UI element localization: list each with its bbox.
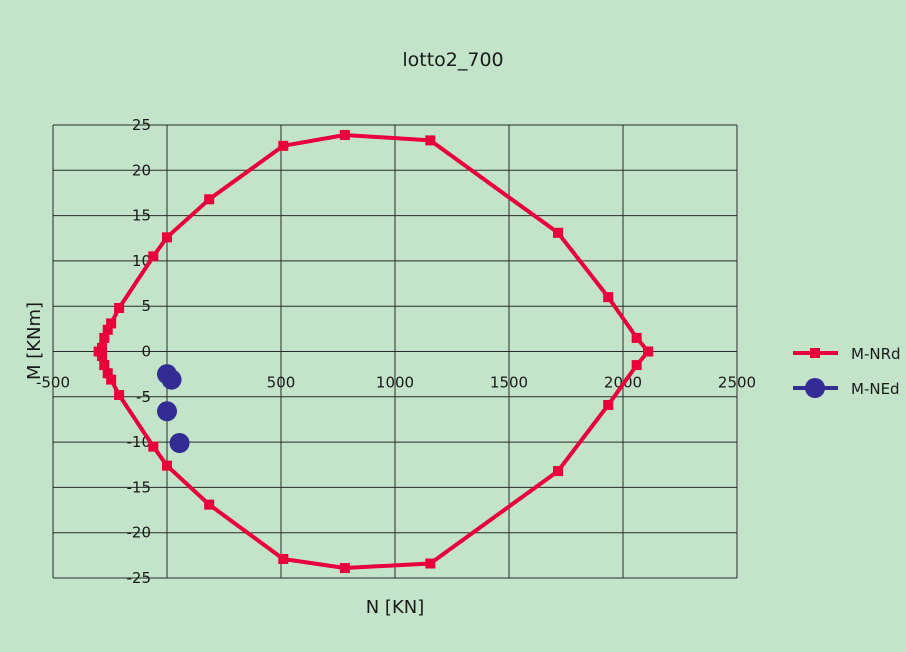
x-tick-label: -500 [36,374,70,392]
data-point-m-nrd [99,332,110,343]
legend-label-m-nrd: M-NRd [851,345,901,363]
data-point-m-nrd [148,441,159,452]
x-tick-labels: -50005001000150020002500 [36,374,756,392]
x-tick-label: 1000 [376,374,414,392]
x-axis-label: N [KN] [366,597,425,618]
y-tick-label: -20 [127,524,152,542]
data-point-m-nrd [97,351,108,362]
legend-label-m-ned: M-NEd [851,380,900,398]
data-point-m-nrd [162,460,172,471]
data-point-m-nrd [553,466,564,477]
data-point-m-nrd [631,332,642,343]
data-point-m-nrd [114,389,125,400]
y-tick-label: 15 [132,207,151,225]
legend-marker-m-nrd [810,348,820,358]
y-tick-label: -25 [127,569,152,587]
data-point-m-nrd [102,368,113,379]
x-tick-label: 1500 [490,374,528,392]
x-tick-label: 500 [267,374,296,392]
data-point-m-nrd [278,140,289,151]
data-point-m-ned [161,369,182,390]
data-point-m-nrd [339,563,350,574]
y-tick-label: 20 [132,161,151,179]
data-point-m-nrd [603,292,614,303]
data-point-m-nrd [339,129,350,140]
data-point-m-nrd [99,360,110,371]
chart-title: lotto2_700 [402,49,503,71]
data-point-m-nrd [102,324,113,335]
y-tick-label: -15 [127,478,152,496]
data-point-m-ned [169,433,190,454]
data-point-m-nrd [603,399,614,410]
y-tick-label: 5 [141,297,151,315]
x-tick-label: 2500 [718,374,756,392]
data-point-m-nrd [643,346,654,357]
data-point-m-nrd [204,194,215,205]
y-tick-label: -10 [127,433,152,451]
data-point-m-ned [157,401,177,422]
series-layer [93,129,654,574]
data-point-m-nrd [162,232,172,243]
data-point-m-nrd [425,135,436,146]
y-tick-label: 0 [141,343,151,361]
data-point-m-nrd [425,558,436,569]
data-point-m-nrd [148,251,159,262]
data-point-m-nrd [106,318,117,329]
y-axis-label: M [KNm] [24,302,45,380]
data-point-m-nrd [631,360,642,371]
data-point-m-nrd [204,499,215,510]
data-point-m-nrd [553,227,564,238]
data-point-m-nrd [106,374,117,385]
y-tick-label: 25 [132,116,151,134]
data-point-m-nrd [114,303,125,314]
legend: M-NRd M-NEd [793,345,901,398]
data-point-m-nrd [278,553,289,564]
legend-marker-m-ned [805,378,825,398]
grid [52,124,738,579]
y-tick-label: -5 [136,388,151,406]
